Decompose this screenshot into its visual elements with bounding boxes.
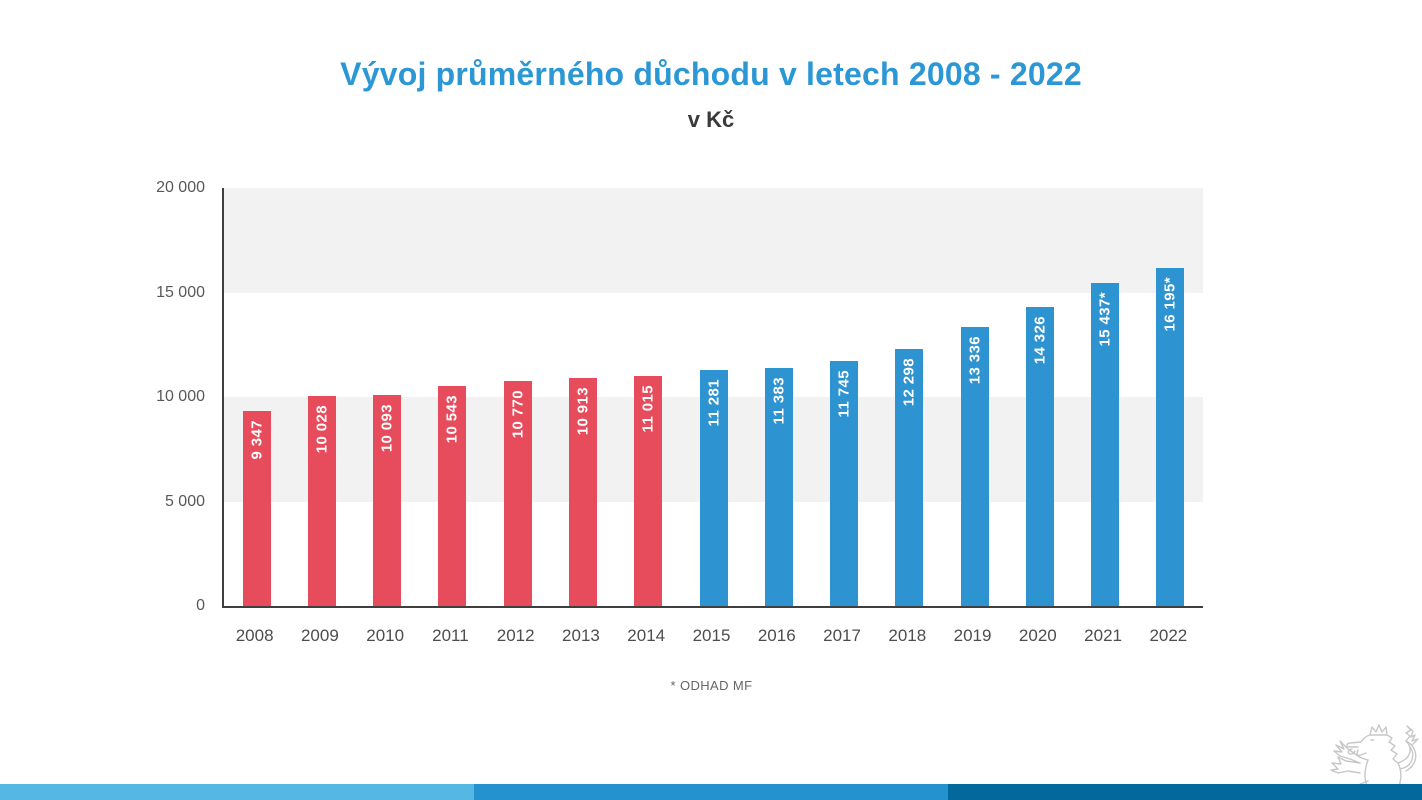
- bar-value-label: 15 437*: [1096, 292, 1114, 347]
- bar-value-label: 10 543: [443, 394, 461, 443]
- x-tick-label: 2016: [757, 626, 796, 645]
- bar-value-label: 10 913: [574, 386, 592, 436]
- x-tick-label: 2010: [366, 626, 405, 645]
- bar-2010: 10 093: [373, 395, 402, 606]
- bar-2013: 10 913: [568, 377, 597, 606]
- grid-band: [224, 188, 1203, 293]
- bar-2011: 10 543: [438, 385, 467, 606]
- bar-2014: 11 015: [634, 375, 663, 606]
- chart-footnote: * ODHAD MF: [670, 678, 753, 693]
- bar-2019: 13 336: [960, 327, 989, 606]
- y-tick-label: 20 000: [156, 179, 205, 196]
- bar-2017: 11 745: [830, 360, 859, 606]
- y-tick-label: 0: [196, 597, 205, 614]
- bar-2012: 10 770: [503, 380, 532, 606]
- page-title: Vývoj průměrného důchodu v letech 2008 -…: [340, 56, 1082, 92]
- bar-value-label: 11 015: [639, 384, 657, 433]
- bar-value-label: 11 281: [705, 379, 722, 427]
- x-tick-label: 2009: [300, 626, 339, 645]
- y-tick-label: 10 000: [156, 388, 205, 405]
- y-tick-label: 15 000: [156, 283, 205, 301]
- x-tick-label: 2017: [823, 626, 861, 645]
- x-tick-label: 2013: [562, 626, 600, 645]
- bar-value-label: 10 028: [313, 405, 331, 454]
- bar-2015: 11 281: [699, 370, 728, 606]
- x-tick-label: 2022: [1149, 626, 1188, 645]
- y-tick-label: 5 000: [164, 492, 205, 510]
- x-tick-label: 2019: [953, 626, 992, 645]
- footer-stripe-middle: [474, 784, 948, 800]
- x-tick-label: 2011: [432, 626, 469, 645]
- x-tick-label: 2020: [1018, 626, 1057, 645]
- bar-value-label: 12 298: [900, 357, 918, 407]
- x-tick-label: 2014: [627, 626, 666, 645]
- bar-value-label: 16 195*: [1161, 276, 1179, 332]
- x-tick-label: 2015: [692, 626, 731, 645]
- bar-value-label: 14 326: [1031, 315, 1049, 364]
- x-tick-label: 2008: [235, 626, 274, 645]
- bar-2016: 11 383: [764, 368, 793, 606]
- bar-value-label: 13 336: [966, 336, 984, 385]
- bar-2021: 15 437*: [1091, 283, 1120, 606]
- chart-subtitle: v Kč: [687, 107, 735, 132]
- x-tick-label: 2018: [888, 626, 927, 645]
- x-tick-label: 2021: [1084, 626, 1122, 645]
- bar-value-label: 11 383: [770, 377, 788, 425]
- x-tick-label: 2012: [496, 626, 535, 645]
- czech-lion-icon: [1330, 724, 1419, 789]
- bar-chart-plot-area: 9 347 10 028 10 093 10 543 10 770 10 913 11 01…: [222, 188, 1203, 608]
- bar-value-label: 11 745: [835, 369, 853, 417]
- footer-stripe-right: [948, 784, 1422, 800]
- bar-value-label: 10 093: [378, 404, 396, 453]
- bar-2018: 12 298: [895, 348, 924, 606]
- footer-stripe-left: [0, 784, 474, 800]
- bar-2008: 9 347: [242, 410, 271, 606]
- bar-2022: 16 195*: [1156, 267, 1185, 606]
- bar-value-label: 10 770: [509, 389, 527, 439]
- bar-2009: 10 028: [307, 396, 336, 606]
- bar-2020: 14 326: [1025, 306, 1054, 606]
- bar-value-label: 9 347: [248, 419, 266, 460]
